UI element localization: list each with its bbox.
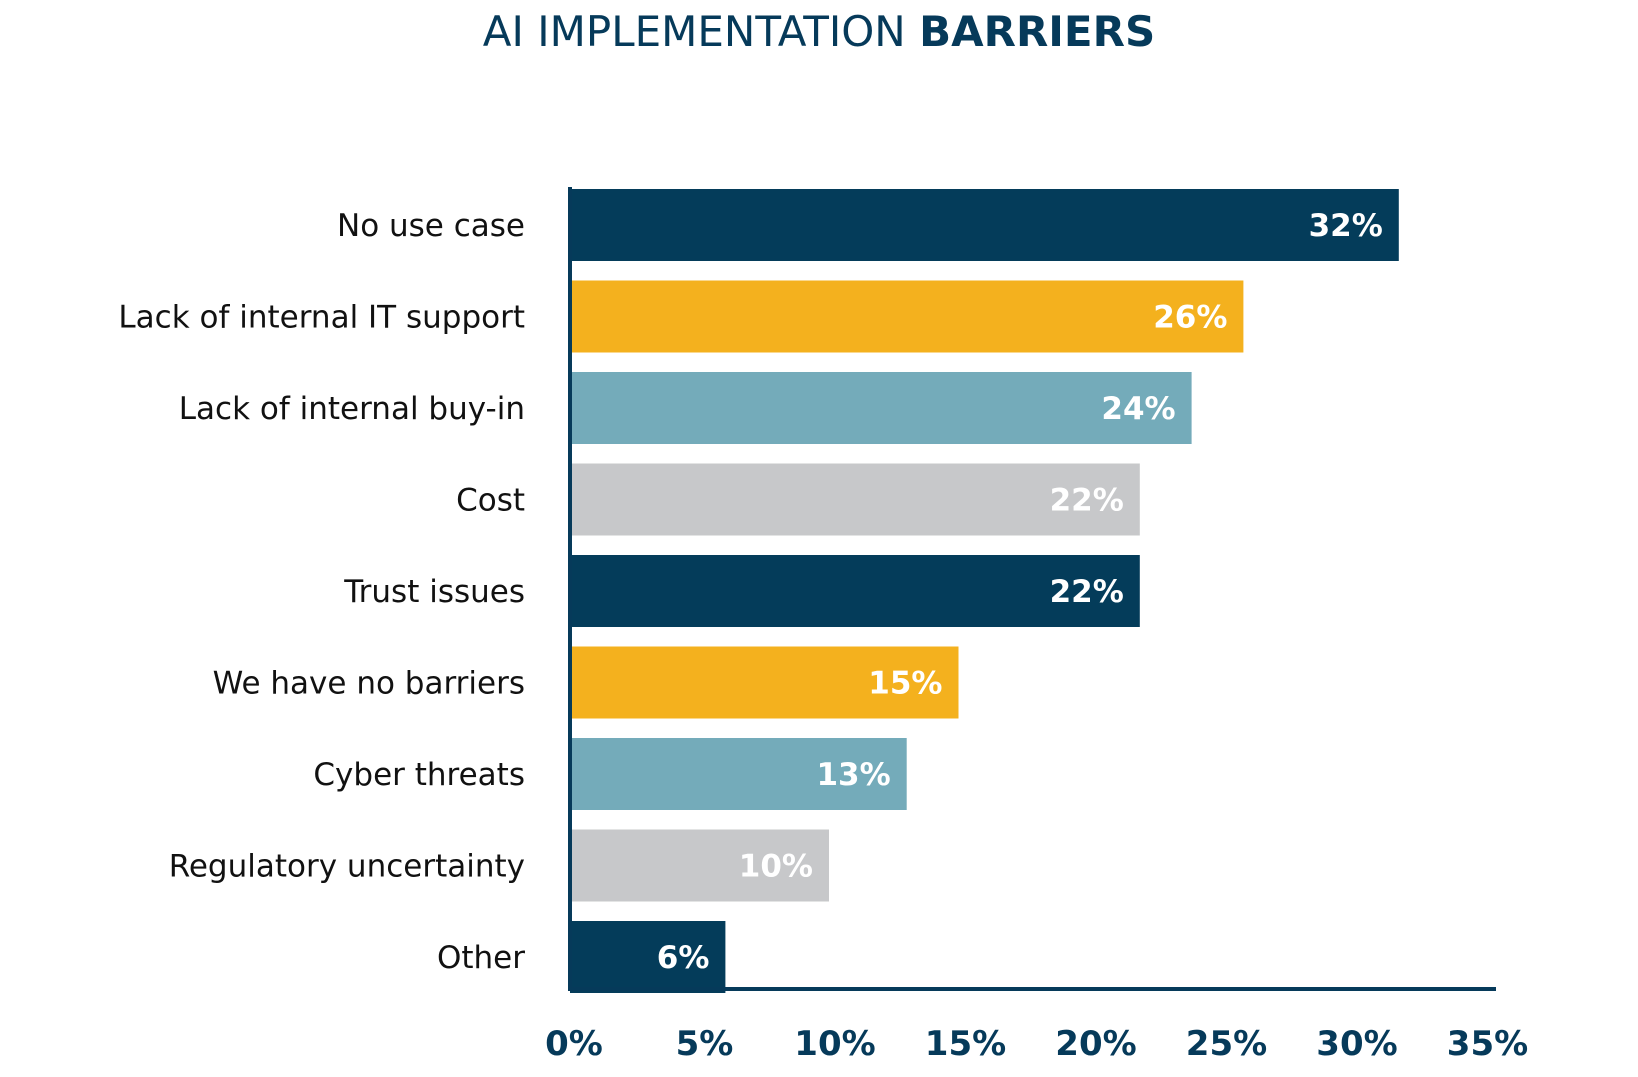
category-label: We have no barriers — [213, 666, 525, 702]
bar — [570, 463, 1140, 536]
category-label: Trust issues — [343, 574, 525, 610]
category-label: Regulatory uncertainty — [169, 849, 525, 885]
x-tick-label: 35% — [1447, 1024, 1528, 1064]
value-label: 32% — [1309, 208, 1383, 244]
bar — [570, 280, 1244, 353]
category-label: Lack of internal IT support — [118, 300, 525, 336]
value-label: 22% — [1050, 574, 1124, 610]
chart-title: AI IMPLEMENTATION BARRIERS — [483, 7, 1155, 56]
category-label: Cyber threats — [313, 757, 525, 793]
category-label: Lack of internal buy-in — [179, 391, 525, 427]
category-label: No use case — [337, 208, 525, 244]
x-tick-label: 10% — [794, 1024, 875, 1064]
x-tick-label: 25% — [1186, 1024, 1267, 1064]
bar — [570, 738, 907, 810]
bar — [570, 921, 726, 993]
value-label: 26% — [1153, 300, 1227, 336]
bar — [570, 646, 959, 719]
x-tick-label: 30% — [1316, 1024, 1397, 1064]
category-label: Other — [437, 940, 525, 976]
x-tick-label: 5% — [676, 1024, 734, 1064]
bar — [570, 189, 1399, 261]
x-tick-label: 15% — [925, 1024, 1006, 1064]
value-label: 15% — [868, 666, 942, 702]
value-label: 22% — [1050, 483, 1124, 519]
value-label: 24% — [1101, 391, 1175, 427]
bar — [570, 555, 1140, 627]
value-label: 13% — [816, 757, 890, 793]
bar — [570, 372, 1192, 444]
x-tick-label: 20% — [1055, 1024, 1136, 1064]
value-label: 10% — [739, 849, 813, 885]
value-label: 6% — [657, 940, 710, 976]
category-label: Cost — [456, 483, 525, 519]
bar — [570, 829, 829, 902]
x-tick-label: 0% — [545, 1024, 603, 1064]
